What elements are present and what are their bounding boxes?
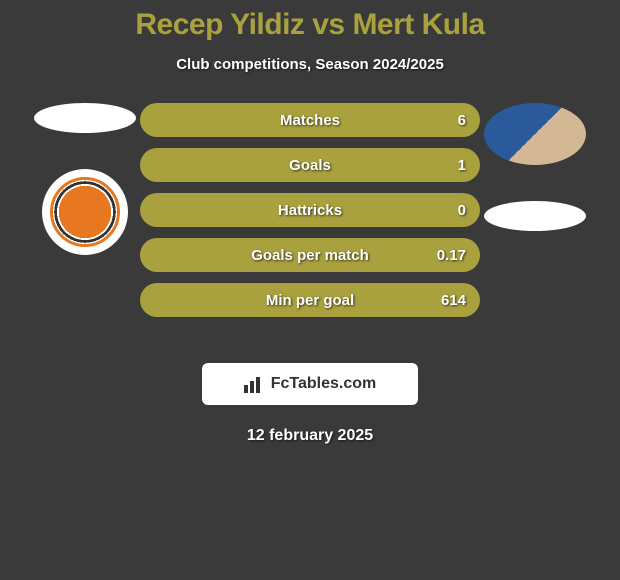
stat-value: 1 xyxy=(458,157,466,174)
left-column xyxy=(30,103,140,255)
stat-value: 614 xyxy=(441,292,466,309)
bars-icon xyxy=(244,375,266,393)
club-logo-left xyxy=(42,169,128,255)
brand-box: FcTables.com xyxy=(202,363,418,405)
stat-label: Min per goal xyxy=(266,292,354,309)
stat-label: Goals per match xyxy=(251,247,369,264)
player2-photo xyxy=(484,103,586,165)
right-column xyxy=(480,103,590,231)
stat-label: Matches xyxy=(280,112,340,129)
stat-row: Goals 1 xyxy=(140,148,480,182)
page-title: Recep Yildiz vs Mert Kula xyxy=(135,8,484,42)
page-subtitle: Club competitions, Season 2024/2025 xyxy=(176,56,444,73)
stat-row: Min per goal 614 xyxy=(140,283,480,317)
brand-text: FcTables.com xyxy=(271,375,377,393)
club-logo-icon xyxy=(50,177,120,247)
club-placeholder-oval-right xyxy=(484,201,586,231)
stat-row: Matches 6 xyxy=(140,103,480,137)
stat-value: 6 xyxy=(458,112,466,129)
stat-row: Hattricks 0 xyxy=(140,193,480,227)
player1-placeholder-oval xyxy=(34,103,136,133)
stat-label: Goals xyxy=(289,157,331,174)
infographic-container: Recep Yildiz vs Mert Kula Club competiti… xyxy=(0,0,620,580)
stat-label: Hattricks xyxy=(278,202,342,219)
stat-value: 0 xyxy=(458,202,466,219)
stats-list: Matches 6 Goals 1 Hattricks 0 Goals per … xyxy=(140,103,480,317)
stat-row: Goals per match 0.17 xyxy=(140,238,480,272)
mid-section: Matches 6 Goals 1 Hattricks 0 Goals per … xyxy=(0,103,620,343)
date-text: 12 february 2025 xyxy=(247,427,373,445)
stat-value: 0.17 xyxy=(437,247,466,264)
